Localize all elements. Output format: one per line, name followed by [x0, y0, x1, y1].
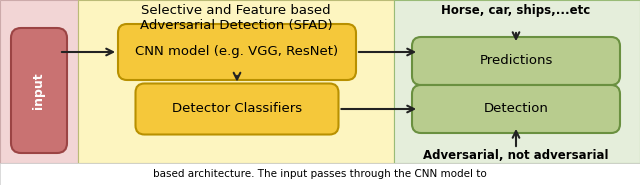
- Text: Predictions: Predictions: [479, 55, 553, 68]
- FancyBboxPatch shape: [0, 0, 78, 163]
- Text: based architecture. The input passes through the CNN model to: based architecture. The input passes thr…: [153, 169, 487, 179]
- FancyBboxPatch shape: [136, 83, 339, 134]
- FancyBboxPatch shape: [11, 28, 67, 153]
- Text: Detector Classifiers: Detector Classifiers: [172, 102, 302, 115]
- Text: Detection: Detection: [484, 102, 548, 115]
- FancyBboxPatch shape: [118, 24, 356, 80]
- Text: Adversarial, not adversarial: Adversarial, not adversarial: [423, 149, 609, 162]
- FancyBboxPatch shape: [394, 0, 640, 163]
- FancyBboxPatch shape: [412, 37, 620, 85]
- Text: input: input: [33, 72, 45, 109]
- FancyBboxPatch shape: [78, 0, 394, 163]
- Text: CNN model (e.g. VGG, ResNet): CNN model (e.g. VGG, ResNet): [136, 46, 339, 58]
- FancyBboxPatch shape: [0, 163, 640, 185]
- Text: Horse, car, ships,...etc: Horse, car, ships,...etc: [442, 4, 591, 17]
- Text: Selective and Feature based
Adversarial Detection (SFAD): Selective and Feature based Adversarial …: [140, 4, 332, 32]
- FancyBboxPatch shape: [412, 85, 620, 133]
